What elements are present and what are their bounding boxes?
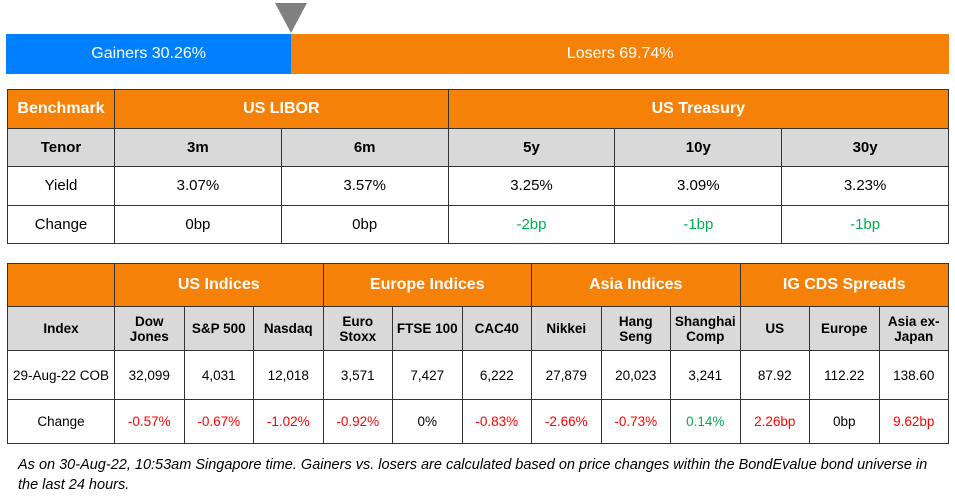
index-value: 20,023 [600,350,671,400]
index-change: -0.83% [461,399,532,444]
index-change: 0.14% [670,399,741,444]
index-name-header: Europe [809,306,880,351]
index-value: 138.60 [878,350,949,400]
index-value: 32,099 [114,350,185,400]
index-change: -1.02% [253,399,324,444]
tenor-header: 10y [614,127,783,167]
index-name-line: Nikkei [546,321,587,336]
index-name-line: US [765,321,785,336]
gainers-losers-bar: Gainers 30.26% Losers 69.74% [6,34,949,74]
index-name-line: Nasdaq [263,321,313,336]
index-name-header: Asia ex- Japan [878,306,949,351]
change-value: 0bp [114,204,282,244]
yield-value: 3.57% [280,166,449,206]
index-value: 3,571 [322,350,393,400]
index-change: 0% [392,399,463,444]
index-name-line: FTSE 100 [396,321,458,336]
yield-value: 3.25% [447,166,616,206]
blank-header [7,263,115,307]
index-name-line: Dow [135,313,164,329]
index-name-line: Seng [619,328,653,344]
date-label: 29-Aug-22 COB [7,350,115,400]
yield-value: 3.23% [781,166,949,206]
group-header: US Indices [114,263,324,307]
treasury-header: US Treasury [447,89,950,129]
change-value: 0bp [280,204,449,244]
index-name-line: Hang [618,313,653,329]
index-change: -0.73% [600,399,671,444]
index-name-line: Asia ex- [887,313,940,329]
index-change: -2.66% [531,399,602,444]
benchmark-header: Benchmark [7,89,115,129]
index-name-line: CAC40 [474,321,519,336]
index-change: -0.67% [183,399,254,444]
index-name-header: S&P 500 [183,306,254,351]
index-name-header: Euro Stoxx [322,306,393,351]
index-name-header: Nasdaq [253,306,324,351]
yield-value: 3.07% [114,166,282,206]
index-change: -0.57% [114,399,185,444]
index-value: 27,879 [531,350,602,400]
losers-segment: Losers 69.74% [291,34,949,74]
group-header: Asia Indices [531,263,741,307]
tenor-header: 6m [280,127,449,167]
index-value: 4,031 [183,350,254,400]
change-label: Change [7,399,115,444]
libor-header: US LIBOR [114,89,449,129]
index-value: 112.22 [809,350,880,400]
index-change: 2.26bp [739,399,810,444]
gainers-segment: Gainers 30.26% [6,34,292,74]
tenor-header: 30y [781,127,949,167]
index-value: 7,427 [392,350,463,400]
index-name-line: Stoxx [339,328,377,344]
index-name-header: FTSE 100 [392,306,463,351]
index-name-line: Europe [820,321,868,336]
yield-label: Yield [7,166,115,206]
index-value: 3,241 [670,350,741,400]
index-value: 87.92 [739,350,810,400]
index-change: 9.62bp [878,399,949,444]
yield-value: 3.09% [614,166,783,206]
index-name-header: Dow Jones [114,306,185,351]
index-name-header: CAC40 [461,306,532,351]
change-value: -1bp [614,204,783,244]
tenor-header: 3m [114,127,282,167]
index-name-line: Euro [342,313,374,329]
index-change: 0bp [809,399,880,444]
index-label: Index [7,306,115,351]
index-value: 6,222 [461,350,532,400]
index-name-line: Shanghai [674,313,736,329]
tenor-header: 5y [447,127,616,167]
index-name-header: US [739,306,810,351]
index-value: 12,018 [253,350,324,400]
gainers-marker-icon [275,3,307,33]
indices-table: US Indices Europe Indices Asia Indices IG C… [7,263,949,444]
index-name-line: Comp [686,328,725,344]
change-value: -2bp [447,204,616,244]
change-value: -1bp [781,204,949,244]
footnote: As on 30-Aug-22, 10:53am Singapore time.… [18,457,928,493]
change-label: Change [7,204,115,244]
index-name-header: Hang Seng [600,306,671,351]
rates-table: Benchmark US LIBOR US Treasury Tenor 3m 6m… [7,89,950,244]
tenor-label: Tenor [7,127,115,167]
index-name-header: Nikkei [531,306,602,351]
group-header: Europe Indices [322,263,532,307]
index-name-line: Jones [129,328,169,344]
index-name-header: Shanghai Comp [670,306,741,351]
index-change: -0.92% [322,399,393,444]
index-name-line: Japan [894,328,934,344]
group-header: IG CDS Spreads [739,263,949,307]
index-name-line: S&P 500 [191,321,246,336]
